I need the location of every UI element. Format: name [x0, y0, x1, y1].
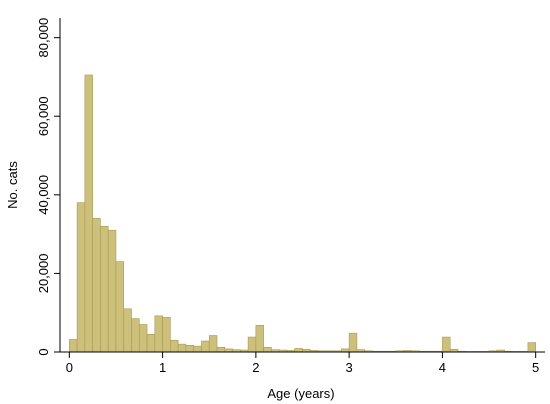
histogram-bar-36: [348, 332, 358, 353]
y-tick-label-0: 0: [36, 348, 51, 355]
histogram-bar-14: [177, 343, 187, 353]
y-axis-title: No. cats: [5, 161, 20, 209]
histogram-bar-25: [263, 346, 272, 353]
histogram-bar-11: [154, 315, 163, 353]
histogram-bar-10: [146, 334, 156, 353]
histogram-bar-23: [247, 336, 257, 353]
histogram-bar-15: [185, 345, 194, 353]
histogram-bar-7: [123, 308, 132, 353]
x-tick-label-4: 4: [439, 360, 446, 375]
x-axis-ticks: 0 1 2 3 4 5: [66, 352, 539, 375]
histogram-bar-13: [170, 339, 179, 353]
histogram-bar-6: [115, 261, 125, 353]
x-tick-label-3: 3: [346, 360, 353, 375]
x-tick-label-5: 5: [532, 360, 539, 375]
y-tick-label-4: 80,000: [36, 18, 51, 58]
x-tick-label-2: 2: [252, 360, 259, 375]
histogram-bar-19: [216, 346, 226, 353]
histogram-bar-9: [138, 324, 148, 353]
histogram-bar-0: [69, 339, 78, 353]
histogram-bar-2: [84, 74, 93, 353]
x-tick-label-0: 0: [66, 360, 73, 375]
histogram-bar-5: [107, 229, 117, 353]
histogram-bar-59: [527, 342, 536, 353]
histogram-bar-18: [208, 335, 218, 353]
histogram-bar-16: [193, 345, 202, 353]
bars-group: [69, 74, 536, 353]
histogram-bar-17: [201, 340, 210, 353]
histogram-bar-24: [255, 324, 264, 353]
y-tick-label-3: 60,000: [36, 96, 51, 136]
y-axis-ticks: 0 20,000 40,000 60,000 80,000: [36, 18, 60, 356]
x-axis-title: Age (years): [267, 386, 334, 401]
histogram-bar-8: [131, 318, 140, 353]
y-tick-label-2: 40,000: [36, 175, 51, 215]
histogram-bar-12: [162, 317, 171, 353]
x-tick-label-1: 1: [159, 360, 166, 375]
histogram-bar-3: [92, 218, 101, 353]
histogram-bar-29: [294, 348, 303, 353]
y-tick-label-1: 20,000: [36, 254, 51, 294]
histogram-bar-4: [100, 225, 109, 353]
histogram-bar-48: [442, 336, 451, 353]
histogram-bar-1: [76, 202, 86, 353]
